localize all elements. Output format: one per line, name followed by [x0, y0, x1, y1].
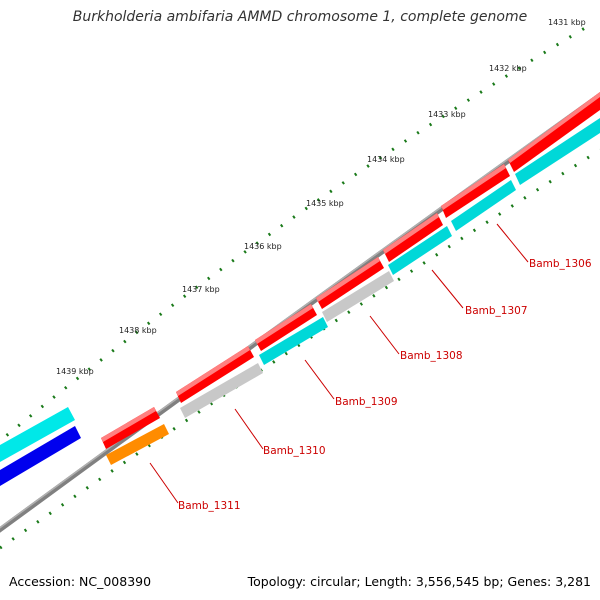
inner-tick-ring: [0, 148, 600, 550]
gene-feature-1307b[interactable]: [383, 213, 443, 262]
leader-1311: [149, 462, 179, 504]
gene-feature-1311-hl: [101, 407, 156, 442]
gene-feature-1309[interactable]: [255, 304, 317, 351]
gene-label-1306[interactable]: Bamb_1306: [529, 258, 592, 270]
genome-stats-text: Topology: circular; Length: 3,556,545 bp…: [247, 574, 591, 589]
gene-feature-1307a-hl: [441, 164, 506, 210]
leader-1307: [431, 269, 464, 309]
leader-1310: [234, 408, 264, 450]
blue-feature-left[interactable]: [0, 426, 81, 486]
chromosome-backbone-highlight: [0, 92, 600, 529]
leader-1309: [304, 359, 335, 400]
cyan-feature-3[interactable]: [388, 226, 452, 275]
cyan-feature-2[interactable]: [451, 180, 516, 231]
gene-feature-1306b: [508, 92, 600, 163]
gene-label-1308[interactable]: Bamb_1308: [400, 350, 463, 362]
cyan-feature-left[interactable]: [0, 407, 75, 462]
tick-label: 1436 kbp: [244, 242, 282, 251]
tick-label: 1431 kbp: [548, 18, 586, 27]
gene-feature-1308[interactable]: [316, 257, 384, 309]
secondary-row-features: [106, 118, 600, 465]
accession-text: Accession: NC_008390: [9, 574, 152, 589]
gene-labels: Bamb_1306 Bamb_1307 Bamb_1308 Bamb_1309 …: [178, 258, 592, 512]
leader-1308: [369, 315, 400, 355]
tick-label: 1433 kbp: [428, 110, 466, 119]
tick-label: 1438 kbp: [119, 326, 157, 335]
tick-label: 1432 kbp: [489, 64, 527, 73]
gene-label-1311[interactable]: Bamb_1311: [178, 500, 241, 512]
gene-feature-1310-hl: [176, 346, 250, 396]
gene-feature-1307a[interactable]: [441, 164, 510, 218]
cyan-feature-1[interactable]: [515, 118, 600, 185]
gene-feature-1310[interactable]: [176, 346, 254, 403]
label-leaders: [149, 223, 529, 504]
gene-feature-1309-hl: [255, 304, 313, 344]
forward-strand-genes: [101, 92, 600, 449]
leader-1306: [496, 223, 529, 263]
orange-feature[interactable]: [106, 424, 169, 465]
gray-feature-2[interactable]: [180, 363, 263, 418]
gene-label-1309[interactable]: Bamb_1309: [335, 396, 398, 408]
tick-label: 1435 kbp: [306, 199, 344, 208]
gray-feature-1[interactable]: [322, 271, 394, 322]
gene-feature-1307b-hl: [383, 213, 439, 254]
gene-feature-1311[interactable]: [101, 407, 160, 449]
tick-label: 1437 kbp: [182, 285, 220, 294]
outer-tick-ring: [0, 23, 591, 443]
gene-feature-1308-hl: [316, 257, 380, 302]
tick-label: 1434 kbp: [367, 155, 405, 164]
map-title: Burkholderia ambifaria AMMD chromosome 1…: [72, 9, 528, 25]
scale-labels: 1431 kbp 1432 kbp 1433 kbp 1434 kbp 1435…: [56, 18, 586, 376]
left-edge-features: [0, 407, 81, 486]
gene-label-1310[interactable]: Bamb_1310: [263, 445, 326, 457]
cyan-feature-4[interactable]: [259, 317, 328, 365]
tick-label: 1439 kbp: [56, 367, 94, 376]
gene-label-1307[interactable]: Bamb_1307: [465, 305, 528, 317]
